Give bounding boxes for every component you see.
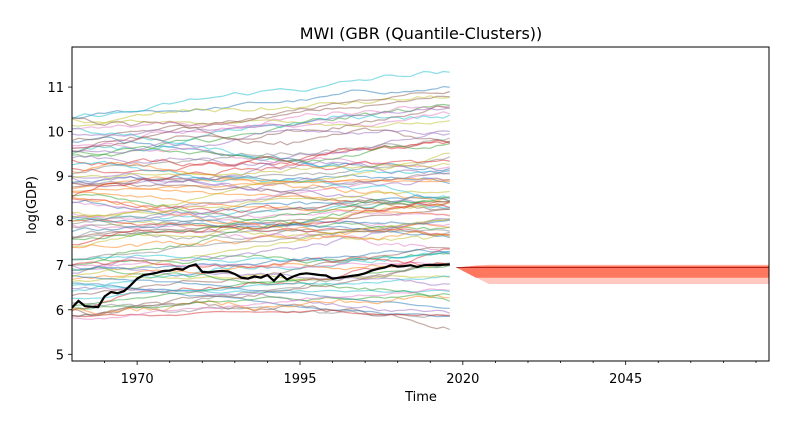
y-tick-label: 5 (56, 348, 64, 363)
x-axis-label: Time (404, 390, 437, 405)
background-series-line (72, 182, 450, 209)
chart-title: MWI (GBR (Quantile-Clusters)) (300, 24, 543, 43)
y-tick-label: 9 (56, 170, 64, 185)
background-series-line (72, 182, 450, 211)
background-series-line (72, 106, 450, 137)
plot-area (72, 70, 769, 331)
background-series-line (72, 288, 450, 320)
background-series-line (72, 224, 450, 255)
background-series-line (72, 201, 450, 218)
background-series-line (72, 155, 450, 171)
background-series-line (72, 172, 450, 225)
x-axis: 1970 1995 2020 2045 (104, 361, 757, 387)
background-series-line (72, 265, 450, 286)
highlight-series-line (72, 263, 450, 309)
background-series-line (72, 294, 450, 316)
forecast-inner-band (456, 265, 769, 278)
background-series-line (72, 139, 450, 174)
y-tick-label: 11 (47, 81, 64, 96)
background-series-line (72, 218, 450, 236)
background-series-line (72, 175, 450, 191)
background-series-line (72, 143, 450, 163)
background-series-line (72, 190, 450, 218)
y-axis: 5 6 7 8 9 10 11 (47, 81, 72, 363)
background-series-line (72, 219, 450, 260)
background-series-line (72, 263, 450, 317)
background-series-line (72, 152, 450, 222)
background-series-line (72, 160, 451, 200)
background-series-group (72, 70, 451, 331)
x-tick-label: 2020 (446, 372, 479, 387)
x-tick-label: 1970 (121, 372, 154, 387)
background-series-line (72, 219, 450, 233)
background-series-line (72, 211, 450, 242)
background-series-line (72, 90, 450, 149)
background-series-line (72, 127, 450, 175)
background-series-line (72, 162, 450, 179)
background-series-line (72, 266, 451, 302)
background-series-line (72, 275, 450, 300)
background-series-line (72, 105, 450, 152)
background-series-line (72, 196, 450, 241)
background-series-line (72, 156, 451, 185)
background-series-line (72, 230, 450, 249)
background-series-line (72, 217, 450, 278)
background-series-line (72, 246, 450, 297)
plot-frame (71, 46, 770, 362)
x-tick-label: 2045 (609, 372, 642, 387)
background-series-line (72, 196, 450, 236)
background-series-line (72, 128, 450, 154)
background-series-line (72, 111, 450, 130)
y-tick-label: 7 (56, 259, 64, 274)
background-series-line (72, 198, 450, 214)
background-series-line (72, 248, 450, 272)
background-series-line (72, 178, 450, 192)
x-tick-label: 1995 (283, 372, 316, 387)
background-series-line (72, 201, 451, 246)
background-series-line (72, 256, 450, 270)
background-series-line (72, 142, 450, 170)
background-series-line (72, 119, 450, 128)
background-series-line (72, 130, 450, 188)
y-tick-label: 6 (56, 304, 64, 319)
background-series-line (72, 70, 450, 120)
y-tick-label: 8 (56, 215, 64, 230)
background-series-line (72, 250, 450, 263)
y-axis-label: log(GDP) (25, 176, 40, 234)
background-series-line (72, 292, 450, 310)
y-tick-label: 10 (47, 126, 64, 141)
